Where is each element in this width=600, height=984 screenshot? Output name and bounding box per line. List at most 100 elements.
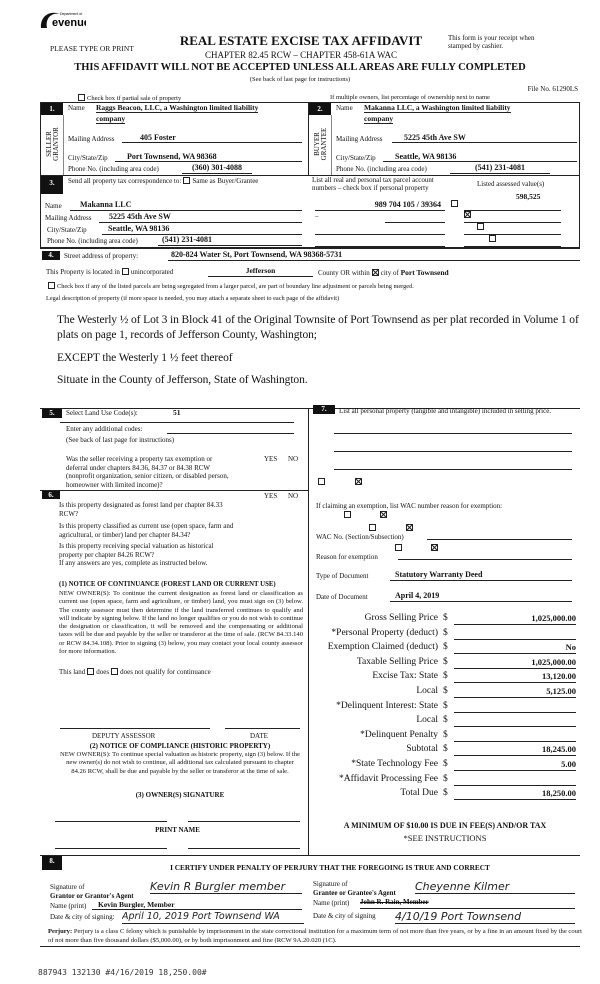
- seller-city[interactable]: Port Townsend, WA 98368: [115, 152, 302, 162]
- partial-sale[interactable]: Check box if partial sale of property: [76, 94, 181, 102]
- grantor-date-city[interactable]: April 10, 2019 Port Townsend WA: [122, 911, 304, 924]
- current-use-no-checkbox[interactable]: [405, 524, 413, 531]
- city[interactable]: Port Townsend: [400, 268, 449, 277]
- forest-no-checkbox[interactable]: [380, 511, 388, 518]
- buyer-phone[interactable]: (541) 231-4081: [450, 163, 550, 174]
- fin-label: Subtotal: [406, 744, 438, 755]
- seller-address-label: Mailing Address: [68, 135, 115, 143]
- fin-value[interactable]: 18,250.00: [454, 788, 576, 801]
- does-not-label: does not qualify for continuance: [120, 668, 211, 676]
- grantee-name-printed: John R. Rain, Member: [360, 898, 429, 906]
- grantor-name[interactable]: Kevin Burgler, Member: [92, 900, 302, 910]
- dollar-sign: $: [443, 700, 448, 711]
- seller-phone[interactable]: (360) 301-4088: [182, 163, 252, 174]
- personal-property-checkbox-3[interactable]: [476, 223, 484, 230]
- fin-label: *Delinquent Interest: State: [336, 700, 438, 711]
- seller-name-label: Name: [68, 104, 85, 112]
- personal-property-checkbox-4[interactable]: [489, 235, 497, 242]
- located-in: This Property is located in unincorporate…: [46, 268, 173, 276]
- street-address[interactable]: 820-824 Water St, Port Townsend, WA 9836…: [168, 250, 580, 261]
- current-use-yes-checkbox[interactable]: [369, 524, 376, 531]
- tax-address-label: Mailing Address: [45, 214, 92, 222]
- fin-value[interactable]: No: [454, 642, 576, 655]
- fin-value[interactable]: 1,025,000.00: [454, 657, 576, 669]
- unincorporated-checkbox[interactable]: [121, 268, 129, 275]
- doc-type[interactable]: Statutory Warranty Deed: [390, 570, 572, 581]
- within-city-checkbox[interactable]: [371, 269, 379, 276]
- fin-label: Exemption Claimed (deduct): [327, 642, 438, 653]
- parcel-number-2[interactable]: –: [315, 212, 319, 220]
- dollar-sign: $: [443, 759, 448, 769]
- fin-value[interactable]: [454, 628, 576, 640]
- located-in-label: This Property is located in: [46, 268, 120, 276]
- tax-name[interactable]: Makanna LLC: [70, 200, 302, 211]
- fin-value[interactable]: 1,025,000.00: [454, 613, 576, 625]
- tax-phone[interactable]: (541) 231-4081: [158, 235, 302, 246]
- county-or-city: County OR within city of Port Townsend: [318, 268, 449, 277]
- section-5-number: 5.: [42, 409, 62, 418]
- historic-yes-checkbox[interactable]: [394, 544, 402, 551]
- buyer-name[interactable]: Makanna LLC, a Washington limited liabil…: [364, 103, 511, 113]
- doc-date-label: Date of Document: [316, 593, 368, 601]
- fin-label: Excise Tax: State: [372, 671, 438, 682]
- doc-type-label: Type of Document: [316, 572, 369, 580]
- forest-yes-checkbox[interactable]: [343, 511, 351, 518]
- legal-description-line-3: EXCEPT the Westerly 1 ½ feet thereof: [57, 352, 233, 364]
- tax-address[interactable]: 5225 45th Ave SW: [99, 212, 302, 223]
- tax-city[interactable]: Seattle, WA 98136: [102, 224, 302, 235]
- street-label: Street address of property:: [64, 252, 139, 260]
- same-as-buyer-checkbox[interactable]: [183, 177, 191, 184]
- grantee-signature-label: Signature of: [313, 880, 348, 888]
- print-name-label: PRINT NAME: [155, 826, 200, 834]
- personal-property-checkbox-1[interactable]: [451, 200, 458, 207]
- does-not-checkbox[interactable]: [111, 668, 119, 675]
- fin-value[interactable]: [454, 730, 576, 742]
- county-or-label: County OR within: [318, 269, 370, 277]
- land-use-label: Select Land Use Code(s):: [66, 409, 138, 417]
- fin-value[interactable]: [454, 774, 576, 786]
- grantor-date-label: Date & city of signing:: [50, 913, 115, 921]
- exemption-no-checkbox[interactable]: [354, 478, 362, 485]
- receipt-note: This form is your receipt when stamped b…: [448, 34, 535, 50]
- personal-property-checkbox-2[interactable]: [463, 211, 471, 218]
- see-instructions: *SEE INSTRUCTIONS: [403, 833, 487, 843]
- doc-date[interactable]: April 4, 2019: [390, 591, 572, 602]
- please-type: PLEASE TYPE OR PRINT: [50, 44, 134, 53]
- perjury-label: Perjury:: [48, 928, 73, 935]
- dor-logo: evenueDepartment of: [38, 8, 90, 34]
- grantor-signature[interactable]: Kevin R Burgler member: [150, 880, 302, 894]
- section-1-number: 1.: [41, 103, 63, 115]
- fin-value[interactable]: 18,245.00: [454, 744, 576, 757]
- grantee-signature[interactable]: Cheyenne Kilmer: [415, 880, 575, 894]
- seller-name[interactable]: Raggs Beacon, LLC, a Washington limited …: [96, 103, 259, 113]
- fin-label: Taxable Selling Price: [356, 656, 438, 667]
- notice-compliance-title: (2) NOTICE OF COMPLIANCE (HISTORIC PROPE…: [89, 742, 271, 750]
- county[interactable]: Jefferson: [208, 266, 313, 277]
- exemption-yes-checkbox[interactable]: [318, 478, 325, 485]
- fin-value[interactable]: 13,120.00: [454, 671, 576, 684]
- grantee-agent-label: Grantee or Grantee's Agent: [313, 889, 396, 897]
- deputy-assessor-label: DEPUTY ASSESSOR: [92, 732, 156, 740]
- fin-value[interactable]: 5,125.00: [454, 686, 576, 698]
- exemption-question: Was the seller receiving a property tax …: [66, 455, 229, 489]
- land-use-code[interactable]: 51: [173, 408, 181, 417]
- section-6-number: 6.: [42, 491, 60, 499]
- partial-sale-checkbox[interactable]: [78, 94, 85, 101]
- parcel-number[interactable]: 989 704 105 / 39364: [315, 200, 445, 211]
- does-checkbox[interactable]: [87, 668, 95, 675]
- chapter: CHAPTER 82.45 RCW – CHAPTER 458-61A WAC: [205, 50, 397, 60]
- fin-value[interactable]: [454, 715, 576, 728]
- see-back: (See back of last page for instructions): [249, 76, 351, 83]
- fin-value[interactable]: 5.00: [454, 759, 576, 771]
- cashier-stamp: 887943 132130 #4/16/2019 18,250.00#: [38, 968, 207, 977]
- historic-no-checkbox[interactable]: [431, 544, 439, 551]
- svg-text:Department of: Department of: [60, 12, 82, 16]
- grantor-agent-label: Grantor or Grantor's Agent: [50, 892, 134, 900]
- segregated-checkbox[interactable]: [48, 282, 55, 289]
- seller-address[interactable]: 405 Foster: [122, 133, 302, 143]
- fin-label: Local: [416, 715, 438, 726]
- buyer-city[interactable]: Seattle, WA 98136: [383, 152, 577, 162]
- grantee-date-city[interactable]: 4/10/19 Port Townsend: [395, 910, 575, 924]
- fin-value[interactable]: [454, 701, 576, 713]
- buyer-address[interactable]: 5225 45th Ave SW: [392, 133, 577, 143]
